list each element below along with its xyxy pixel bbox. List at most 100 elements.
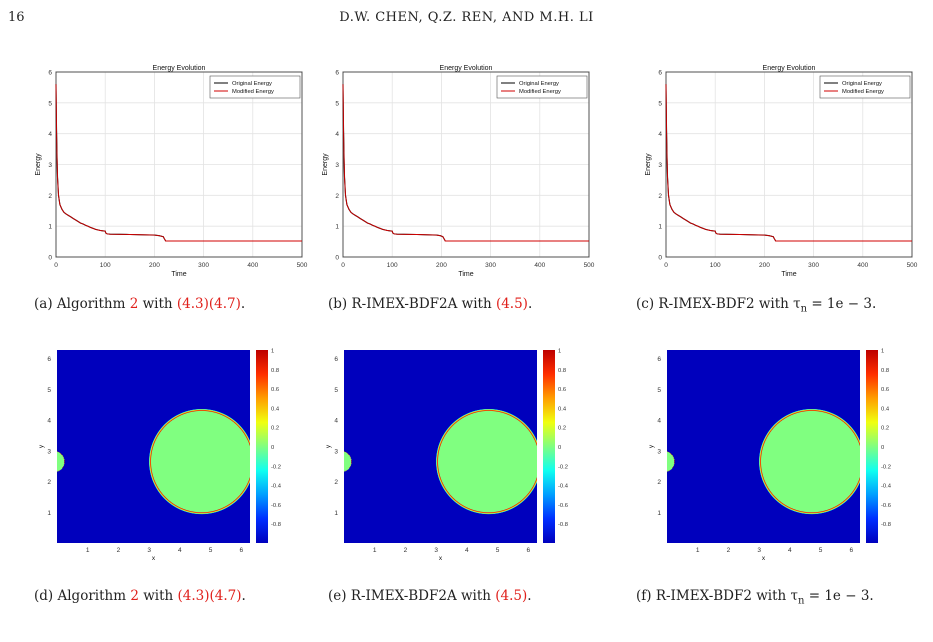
phase-region (148, 408, 250, 515)
ref-link[interactable]: 2 (129, 296, 139, 312)
ref-link[interactable]: (4.3)(4.7) (177, 588, 242, 604)
colorbar-tick-label: -0.8 (881, 522, 891, 528)
x-tick-label: 500 (297, 262, 308, 269)
x-tick-label: 200 (149, 262, 160, 269)
y-axis-label: Energy (322, 153, 329, 176)
colorbar-tick-label: 0.4 (271, 406, 280, 412)
y-tick-label: 3 (658, 162, 662, 169)
colorbar-tick-label: 1 (881, 349, 884, 355)
y-tick-label: 3 (48, 162, 52, 169)
colorbar (543, 350, 555, 543)
y-tick-label: 6 (48, 70, 52, 77)
x-tick-label: 100 (387, 262, 398, 269)
y-tick-label: 6 (334, 356, 338, 363)
series-line-modified-energy (55, 84, 302, 242)
caption-label: (f) (636, 588, 652, 604)
energy-plot-a: 0 100 200 300 400 500 0 1 2 3 4 5 6 Energy Evolution T… (20, 62, 320, 287)
caption-c: (c) R-IMEX-BDF2 with τn = 1e − 3. (636, 296, 876, 315)
y-tick-label: 3 (334, 448, 338, 455)
colorbar-tick-label: 0.4 (881, 406, 890, 412)
x-tick-label: 6 (526, 547, 530, 554)
x-axis-label: Time (781, 271, 796, 278)
y-axis-label: Energy (645, 153, 652, 176)
x-tick-label: 0 (54, 262, 58, 269)
x-tick-label: 200 (759, 262, 770, 269)
colorbar-tick-label: 0.8 (558, 368, 566, 374)
phase-region (758, 408, 860, 515)
ref-link[interactable]: (4.5) (495, 296, 528, 312)
phase-region (667, 451, 675, 472)
x-tick-label: 5 (496, 547, 500, 554)
y-tick-label: 4 (335, 131, 339, 138)
x-tick-label: 2 (404, 547, 408, 554)
series-line-modified-energy (342, 84, 589, 242)
x-tick-label: 6 (239, 547, 243, 554)
y-tick-label: 1 (658, 224, 662, 231)
colorbar-tick-label: -0.2 (881, 464, 891, 470)
caption-text: R-IMEX-BDF2A with (351, 296, 496, 312)
x-tick-label: 1 (696, 547, 700, 554)
y-tick-label: 0 (658, 255, 662, 262)
x-tick-label: 0 (341, 262, 345, 269)
x-tick-label: 6 (849, 547, 853, 554)
y-tick-label: 0 (48, 255, 52, 262)
colorbar-tick-label: -0.6 (558, 503, 568, 509)
colorbar-tick-label: -0.6 (881, 503, 891, 509)
y-tick-label: 4 (47, 418, 51, 425)
phase-field-f: 1 2 3 4 5 6 1 2 3 4 5 6 x y 1 0.8 0.6 0.4 0.2 0 -0.2 -0.4 -0.6… (630, 349, 930, 570)
caption-text: Algorithm (56, 296, 130, 312)
y-tick-label: 5 (334, 387, 338, 394)
y-axis-label: y (38, 444, 45, 448)
colorbar-tick-label: 0 (558, 445, 561, 451)
y-tick-label: 1 (335, 224, 339, 231)
x-tick-label: 0 (664, 262, 668, 269)
colorbar-tick-label: 0.2 (881, 426, 889, 432)
caption-text: with (138, 588, 178, 604)
energy-plot-b: 0 100 200 300 400 500 0 1 2 3 4 5 6 Energy Evolution T… (307, 62, 607, 287)
energy-plot-c: 0 100 200 300 400 500 0 1 2 3 4 5 6 Energy Evolution T… (630, 62, 930, 287)
colorbar-tick-label: 0.8 (881, 368, 889, 374)
x-tick-label: 1 (373, 547, 377, 554)
y-tick-label: 2 (657, 479, 661, 486)
phase-field-d: 1 2 3 4 5 6 1 2 3 4 5 6 x y 1 0.8 0.6 0.4 0.2 0 -0.2 -0.4 -0.6… (20, 349, 320, 570)
caption-text: . (240, 296, 246, 312)
y-axis-label: Energy (35, 153, 42, 176)
y-tick-label: 3 (335, 162, 339, 169)
colorbar-tick-label: -0.8 (271, 522, 281, 528)
legend-entry: Modified Energy (232, 89, 274, 95)
y-tick-label: 4 (657, 418, 661, 425)
colorbar-tick-label: 0 (881, 445, 884, 451)
caption-text: . (527, 588, 532, 604)
caption-text: R-IMEX-BDF2A with (350, 588, 496, 604)
colorbar-tick-label: 0.6 (271, 387, 279, 393)
caption-b: (b) R-IMEX-BDF2A with (4.5). (328, 296, 532, 312)
ref-link[interactable]: (4.3)(4.7) (176, 296, 241, 312)
colorbar-tick-label: 0.6 (558, 387, 566, 393)
ref-link[interactable]: (4.5) (495, 588, 528, 604)
phase-field-e: 1 2 3 4 5 6 1 2 3 4 5 6 x y 1 0.8 0.6 0.4 0.2 0 -0.2 -0.4 -0.6… (307, 349, 607, 570)
y-tick-label: 2 (334, 479, 338, 486)
x-tick-label: 2 (727, 547, 731, 554)
colorbar-tick-label: 0.8 (271, 368, 279, 374)
field-regions (667, 408, 860, 515)
colorbar-tick-label: 1 (558, 349, 561, 355)
caption-label: (c) (636, 296, 655, 312)
x-tick-label: 2 (117, 547, 121, 554)
x-tick-label: 300 (808, 262, 819, 269)
series-line-modified-energy (665, 84, 912, 242)
colorbar-tick-label: 0 (271, 445, 274, 451)
y-tick-label: 4 (334, 418, 338, 425)
colorbar-tick-label: -0.4 (881, 484, 892, 490)
x-tick-label: 400 (534, 262, 545, 269)
x-tick-label: 5 (819, 547, 823, 554)
legend-entry: Modified Energy (842, 89, 884, 95)
ref-link[interactable]: 2 (130, 588, 139, 604)
colorbar-tick-label: 0.2 (271, 426, 279, 432)
caption-label: (e) (328, 588, 347, 604)
legend-box (209, 75, 301, 99)
colorbar-tick-label: -0.4 (558, 484, 569, 490)
colorbar-tick-label: -0.2 (271, 464, 281, 470)
y-tick-label: 5 (48, 100, 52, 107)
caption-f: (f) R-IMEX-BDF2 with τn = 1e − 3. (636, 588, 874, 607)
x-tick-label: 100 (100, 262, 111, 269)
